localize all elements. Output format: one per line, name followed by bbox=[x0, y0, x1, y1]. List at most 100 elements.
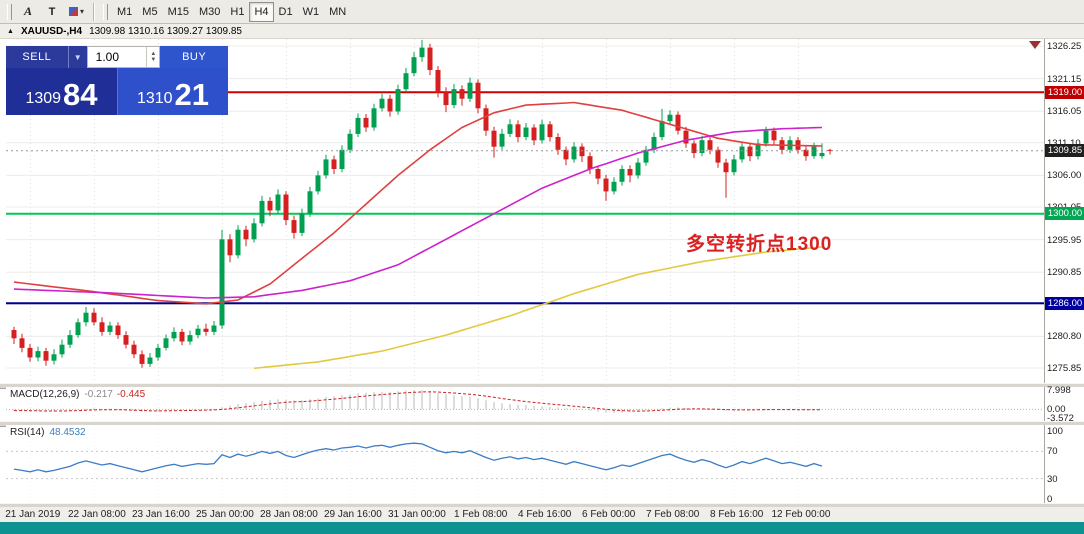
text-tool-button[interactable]: T bbox=[48, 5, 56, 18]
timeframe-w1[interactable]: W1 bbox=[302, 5, 320, 18]
ma-magenta bbox=[13, 126, 823, 299]
time-axis-label: 21 Jan 2019 bbox=[5, 509, 61, 520]
sell-button[interactable]: SELL bbox=[6, 46, 68, 68]
bottom-teal-strip bbox=[0, 522, 1084, 534]
toolbar: A T ▾ M1 M5 M15 M30 H1 H4 D1 W1 MN bbox=[0, 0, 1084, 24]
chevron-down-icon: ▾ bbox=[80, 7, 85, 16]
price-axis-tag: 1286.00 bbox=[1045, 296, 1084, 310]
moving-averages bbox=[13, 101, 823, 370]
macd-label: MACD(12,26,9) -0.217 -0.445 bbox=[10, 389, 145, 400]
ask-price-panel[interactable]: 1310 21 bbox=[117, 68, 228, 115]
price-axis-tag: 1300.00 bbox=[1045, 207, 1084, 221]
timeframe-buttons: M1 M5 M15 M30 H1 H4 D1 W1 MN bbox=[112, 1, 351, 22]
volume-value[interactable]: 1.00 bbox=[95, 50, 119, 64]
rsi-label: RSI(14) 48.4532 bbox=[10, 427, 86, 438]
macd-signal-line bbox=[14, 391, 822, 412]
rsi-axis-label: 70 bbox=[1047, 446, 1058, 458]
rsi-axis-label: 0 bbox=[1047, 494, 1053, 505]
volume-stepper[interactable]: ▲ ▼ bbox=[146, 47, 159, 67]
order-type-dropdown-button[interactable]: ▼ bbox=[67, 46, 87, 68]
grid-lines bbox=[6, 39, 1044, 383]
time-axis-label: 23 Jan 16:00 bbox=[131, 509, 190, 520]
rsi-panel[interactable] bbox=[6, 425, 1044, 503]
chart-annotation-text[interactable]: 多空转折点1300 bbox=[686, 234, 833, 255]
timeframe-d1[interactable]: D1 bbox=[278, 5, 293, 18]
timeframe-m1[interactable]: M1 bbox=[117, 5, 133, 18]
price-axis-label: 1316.05 bbox=[1047, 106, 1082, 118]
arrows-tool-button[interactable]: ▾ bbox=[64, 2, 89, 22]
one-click-trading-panel: SELL ▼ 1.00 ▲ ▼ BUY 1309 84 1310 21 bbox=[6, 46, 228, 115]
bid-price-pips: 84 bbox=[63, 77, 98, 112]
rsi-canvas[interactable] bbox=[6, 425, 1044, 503]
time-axis[interactable]: 21 Jan 2019 22 Jan 08:00 23 Jan 16:00 25 Ja… bbox=[0, 507, 1084, 522]
chevron-down-icon: ▼ bbox=[73, 52, 82, 62]
ma-red bbox=[13, 101, 823, 305]
rsi-line bbox=[13, 442, 823, 473]
macd-name: MACD(12,26,9) bbox=[10, 389, 80, 400]
chart-shift-marker bbox=[1029, 41, 1041, 49]
macd-value: -0.217 bbox=[84, 389, 113, 400]
macd-axis-label: -3.572 bbox=[1047, 413, 1074, 424]
toolbar-separator bbox=[93, 2, 96, 21]
ma-yellow bbox=[253, 246, 823, 370]
price-axis-label: 1306.00 bbox=[1047, 170, 1082, 182]
price-axis[interactable]: 1326.251321.151316.051311.101306.001301.… bbox=[1044, 39, 1084, 383]
time-axis-label: 31 Jan 00:00 bbox=[387, 509, 446, 520]
chart-title-strip: ▲ XAUUSD-,H4 1309.98 1310.16 1309.27 130… bbox=[0, 24, 1084, 39]
one-click-panel-toggle-icon[interactable]: ▲ bbox=[7, 27, 14, 35]
chart-symbol-timeframe: XAUUSD-,H4 bbox=[20, 25, 83, 37]
price-axis-label: 1290.85 bbox=[1047, 267, 1082, 279]
price-axis-label: 1311.10 bbox=[1047, 137, 1081, 149]
toolbar-grip[interactable] bbox=[103, 3, 109, 20]
time-axis-label: 12 Feb 00:00 bbox=[771, 509, 831, 520]
price-axis-label: 1321.15 bbox=[1047, 73, 1082, 85]
macd-panel[interactable] bbox=[6, 387, 1044, 421]
rsi-value: 48.4532 bbox=[49, 427, 86, 438]
time-axis-label: 7 Feb 08:00 bbox=[645, 509, 700, 520]
bid-price-panel[interactable]: 1309 84 bbox=[6, 68, 117, 115]
price-axis-label: 1275.85 bbox=[1047, 363, 1082, 374]
price-axis-label: 1280.80 bbox=[1047, 331, 1082, 343]
timeframe-m30[interactable]: M30 bbox=[198, 5, 221, 18]
ask-price-pips: 21 bbox=[174, 77, 210, 112]
time-axis-label: 6 Feb 00:00 bbox=[581, 509, 636, 520]
volume-down-icon[interactable]: ▼ bbox=[150, 57, 157, 63]
timeframe-h1[interactable]: H1 bbox=[230, 5, 245, 18]
time-axis-label: 29 Jan 16:00 bbox=[323, 509, 382, 520]
arrows-tool-icon bbox=[69, 7, 78, 16]
rsi-axis-label: 100 bbox=[1047, 426, 1063, 437]
rsi-axis-label: 30 bbox=[1047, 473, 1058, 485]
macd-axis[interactable]: 7.998 0.00 -3.572 bbox=[1044, 385, 1084, 424]
toolbar-grip[interactable] bbox=[7, 3, 12, 20]
macd-axis-label: 7.998 bbox=[1047, 385, 1071, 396]
price-axis-label: 1326.25 bbox=[1047, 41, 1082, 52]
price-axis-tag: 1309.85 bbox=[1045, 144, 1084, 158]
timeframe-m5[interactable]: M5 bbox=[142, 5, 158, 18]
timeframe-m15[interactable]: M15 bbox=[167, 5, 189, 18]
timeframe-mn[interactable]: MN bbox=[329, 5, 347, 18]
volume-up-icon[interactable]: ▲ bbox=[150, 51, 157, 57]
price-chart-canvas[interactable] bbox=[6, 39, 1044, 383]
time-axis-label: 1 Feb 08:00 bbox=[453, 509, 508, 520]
time-axis-label: 8 Feb 16:00 bbox=[709, 509, 764, 520]
bid-price-main: 1309 bbox=[25, 90, 62, 107]
volume-input[interactable]: 1.00 ▲ ▼ bbox=[86, 46, 161, 68]
buy-button[interactable]: BUY bbox=[160, 46, 228, 68]
macd-axis-label: 0.00 bbox=[1047, 404, 1066, 416]
price-axis-tag: 1319.00 bbox=[1045, 85, 1084, 99]
rsi-axis[interactable]: 100 70 30 0 bbox=[1044, 425, 1084, 505]
chart-ohlc-values: 1309.98 1310.16 1309.27 1309.85 bbox=[89, 25, 242, 37]
time-axis-label: 25 Jan 00:00 bbox=[195, 509, 254, 520]
macd-signal-value: -0.445 bbox=[116, 389, 146, 400]
price-axis-label: 1295.95 bbox=[1047, 234, 1082, 246]
time-axis-label: 22 Jan 08:00 bbox=[67, 509, 126, 520]
time-axis-label: 28 Jan 08:00 bbox=[259, 509, 318, 520]
rsi-name: RSI(14) bbox=[10, 427, 45, 438]
ask-price-main: 1310 bbox=[136, 90, 173, 107]
candlesticks bbox=[11, 39, 833, 368]
timeframe-h4[interactable]: H4 bbox=[249, 1, 274, 22]
macd-canvas[interactable] bbox=[6, 387, 1044, 421]
time-axis-label: 4 Feb 16:00 bbox=[517, 509, 572, 520]
text-label-tool-button[interactable]: A bbox=[23, 4, 32, 18]
